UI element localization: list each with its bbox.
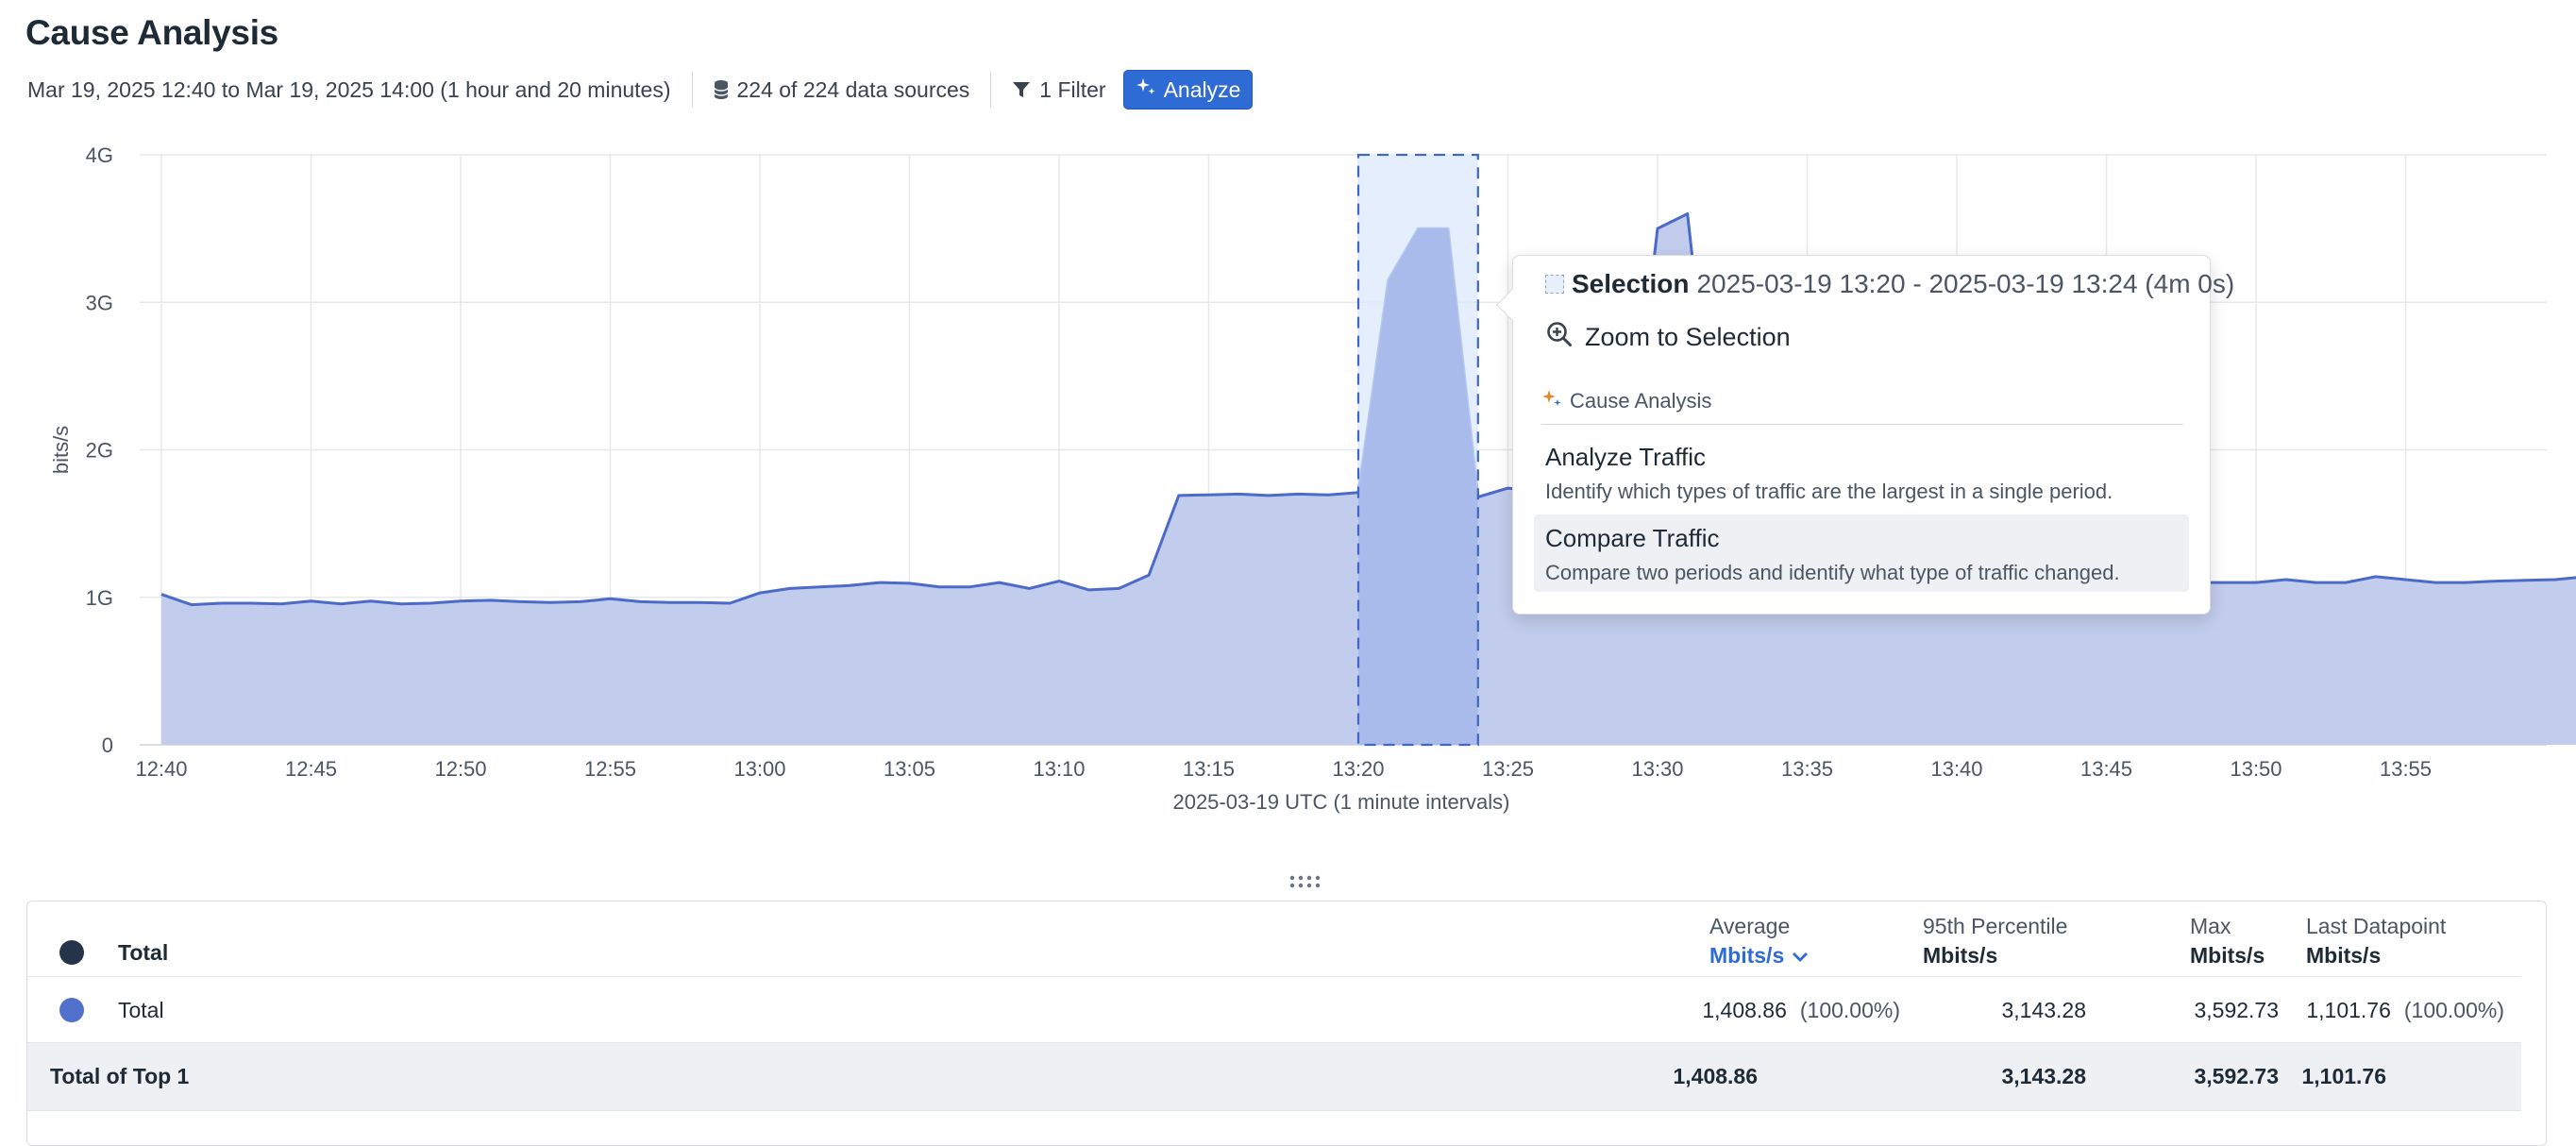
header-last-unit: Mbits/s (2306, 943, 2382, 968)
divider (691, 72, 693, 108)
header-last-label: Last Datapoint (2306, 914, 2447, 938)
selection-header: Selection 2025-03-19 13:20 - 2025-03-19 … (1545, 269, 2234, 299)
x-tick-label: 13:40 (1930, 757, 1982, 781)
filter-label: 1 Filter (1039, 76, 1106, 102)
filter-icon (1012, 80, 1031, 99)
total-name: Total of Top 1 (50, 1064, 190, 1088)
x-tick-label: 13:30 (1631, 757, 1683, 781)
zoom-to-selection-button[interactable]: Zoom to Selection (1545, 320, 1791, 355)
selection-swatch-icon (1545, 275, 1564, 294)
header-average-label: Average (1709, 914, 1791, 938)
option-title: Compare Traffic (1545, 524, 1720, 552)
selection-border (1356, 153, 1479, 747)
total-max: 3,592.73 (2194, 1064, 2279, 1088)
total-average: 1,408.86 (1673, 1064, 1758, 1088)
x-tick-label: 13:15 (1183, 757, 1235, 781)
zoom-in-icon (1545, 320, 1574, 355)
row-name: Total (118, 998, 164, 1022)
y-tick-label: 4G (86, 143, 113, 167)
x-tick-label: 13:50 (2230, 757, 2281, 781)
selection-area (1358, 228, 1478, 746)
row-max: 3,592.73 (2194, 998, 2279, 1022)
option-title: Analyze Traffic (1545, 443, 1707, 471)
header-max-unit: Mbits/s (2190, 943, 2265, 968)
sparkle-icon (1136, 76, 1156, 103)
series-color-dot (59, 998, 84, 1022)
y-tick-label: 2G (86, 439, 113, 463)
total-p95: 3,143.28 (2001, 1064, 2086, 1088)
data-sources-label: 224 of 224 data sources (736, 76, 970, 102)
last-value: 1,101.76 (2306, 998, 2391, 1022)
analyze-traffic-option[interactable]: Analyze Traffic Identify which types of … (1534, 433, 2189, 511)
cause-analysis-label: Cause Analysis (1570, 389, 1712, 413)
table-row[interactable]: Total 1,408.86 (100.00%) 3,143.28 3,592.7… (27, 977, 2521, 1043)
x-axis-label: 2025-03-19 UTC (1 minute intervals) (1172, 790, 1509, 814)
selection-range: 2025-03-19 13:20 - 2025-03-19 13:24 (4m … (1696, 269, 2235, 298)
database-icon (713, 79, 729, 100)
header-p95-label: 95th Percentile (1923, 914, 2068, 938)
popover-divider (1541, 424, 2183, 425)
table-header-row: Total Average Mbits/s 95th Percentile Mb… (27, 902, 2521, 977)
chevron-down-icon (1792, 943, 1809, 969)
x-tick-label: 12:55 (584, 757, 636, 781)
header-p95-unit: Mbits/s (1923, 943, 1998, 968)
selection-popover: Selection 2025-03-19 13:20 - 2025-03-19 … (1496, 255, 2234, 615)
total-last: 1,101.76 (2301, 1064, 2386, 1088)
x-tick-label: 12:45 (285, 757, 337, 781)
last-percent: (100.00%) (2403, 998, 2504, 1022)
chart-axes: 0 1G 2G 3G 4G 12:40 12:45 12:50 12:55 13:00 13:05 1… (49, 143, 2432, 814)
header-average-unit[interactable]: Mbits/s (1709, 943, 1809, 969)
x-tick-label: 13:25 (1482, 757, 1534, 781)
divider (990, 72, 992, 108)
time-range[interactable]: Mar 19, 2025 12:40 to Mar 19, 2025 14:00… (27, 77, 671, 103)
y-tick-label: 0 (102, 733, 113, 757)
row-p95: 3,143.28 (2001, 998, 2086, 1022)
x-tick-label: 13:55 (2380, 757, 2432, 781)
header-name: Total (118, 940, 169, 965)
filter-button[interactable]: 1 Filter (1012, 76, 1106, 103)
header-max-label: Max (2190, 914, 2231, 938)
table-total-row: Total of Top 1 1,408.86 3,143.28 3,592.7… (27, 1043, 2521, 1111)
x-tick-label: 12:50 (434, 757, 486, 781)
series-color-dot (59, 940, 84, 965)
x-tick-label: 13:20 (1332, 757, 1384, 781)
x-tick-label: 13:35 (1781, 757, 1833, 781)
y-axis-label: bits/s (49, 426, 73, 474)
y-tick-label: 3G (86, 291, 113, 314)
selection-title: Selection (1572, 269, 1690, 298)
option-description: Identify which types of traffic are the … (1545, 480, 2113, 503)
x-tick-label: 13:00 (733, 757, 785, 781)
row-last: 1,101.76 (100.00%) (2306, 998, 2504, 1023)
x-tick-label: 13:45 (2080, 757, 2132, 781)
option-description: Compare two periods and identify what ty… (1545, 561, 2120, 584)
header-last-datapoint[interactable]: Last Datapoint Mbits/s (2306, 914, 2446, 969)
header-average[interactable]: Average Mbits/s (1709, 914, 1809, 969)
row-average: 1,408.86 (100.00%) (1702, 998, 1900, 1023)
header-p95[interactable]: 95th Percentile Mbits/s (1923, 914, 2067, 969)
average-value: 1,408.86 (1702, 998, 1787, 1022)
sparkle-icon (1541, 388, 1562, 414)
average-unit-label: Mbits/s (1709, 943, 1785, 968)
average-percent: (100.00%) (1799, 998, 1900, 1022)
time-range-label: Mar 19, 2025 12:40 to Mar 19, 2025 14:00… (27, 76, 671, 102)
cause-analysis-section: Cause Analysis (1541, 388, 1711, 414)
x-tick-label: 13:10 (1033, 757, 1085, 781)
y-tick-label: 1G (86, 586, 113, 610)
results-table: Total Average Mbits/s 95th Percentile Mb… (26, 901, 2547, 1146)
compare-traffic-option[interactable]: Compare Traffic Compare two periods and … (1534, 514, 2189, 592)
chart-selection[interactable] (1356, 153, 1479, 747)
analyze-label: Analyze (1163, 76, 1241, 102)
analyze-button[interactable]: Analyze (1122, 70, 1254, 110)
resize-grip-icon[interactable] (1289, 875, 1322, 893)
x-tick-label: 12:40 (135, 757, 187, 781)
header-max[interactable]: Max Mbits/s (2190, 914, 2265, 969)
page-title: Cause Analysis (25, 13, 278, 52)
context-bar: Mar 19, 2025 12:40 to Mar 19, 2025 14:00… (27, 68, 1254, 111)
x-tick-label: 13:05 (884, 757, 935, 781)
data-sources[interactable]: 224 of 224 data sources (713, 76, 970, 103)
zoom-label: Zoom to Selection (1585, 323, 1791, 351)
